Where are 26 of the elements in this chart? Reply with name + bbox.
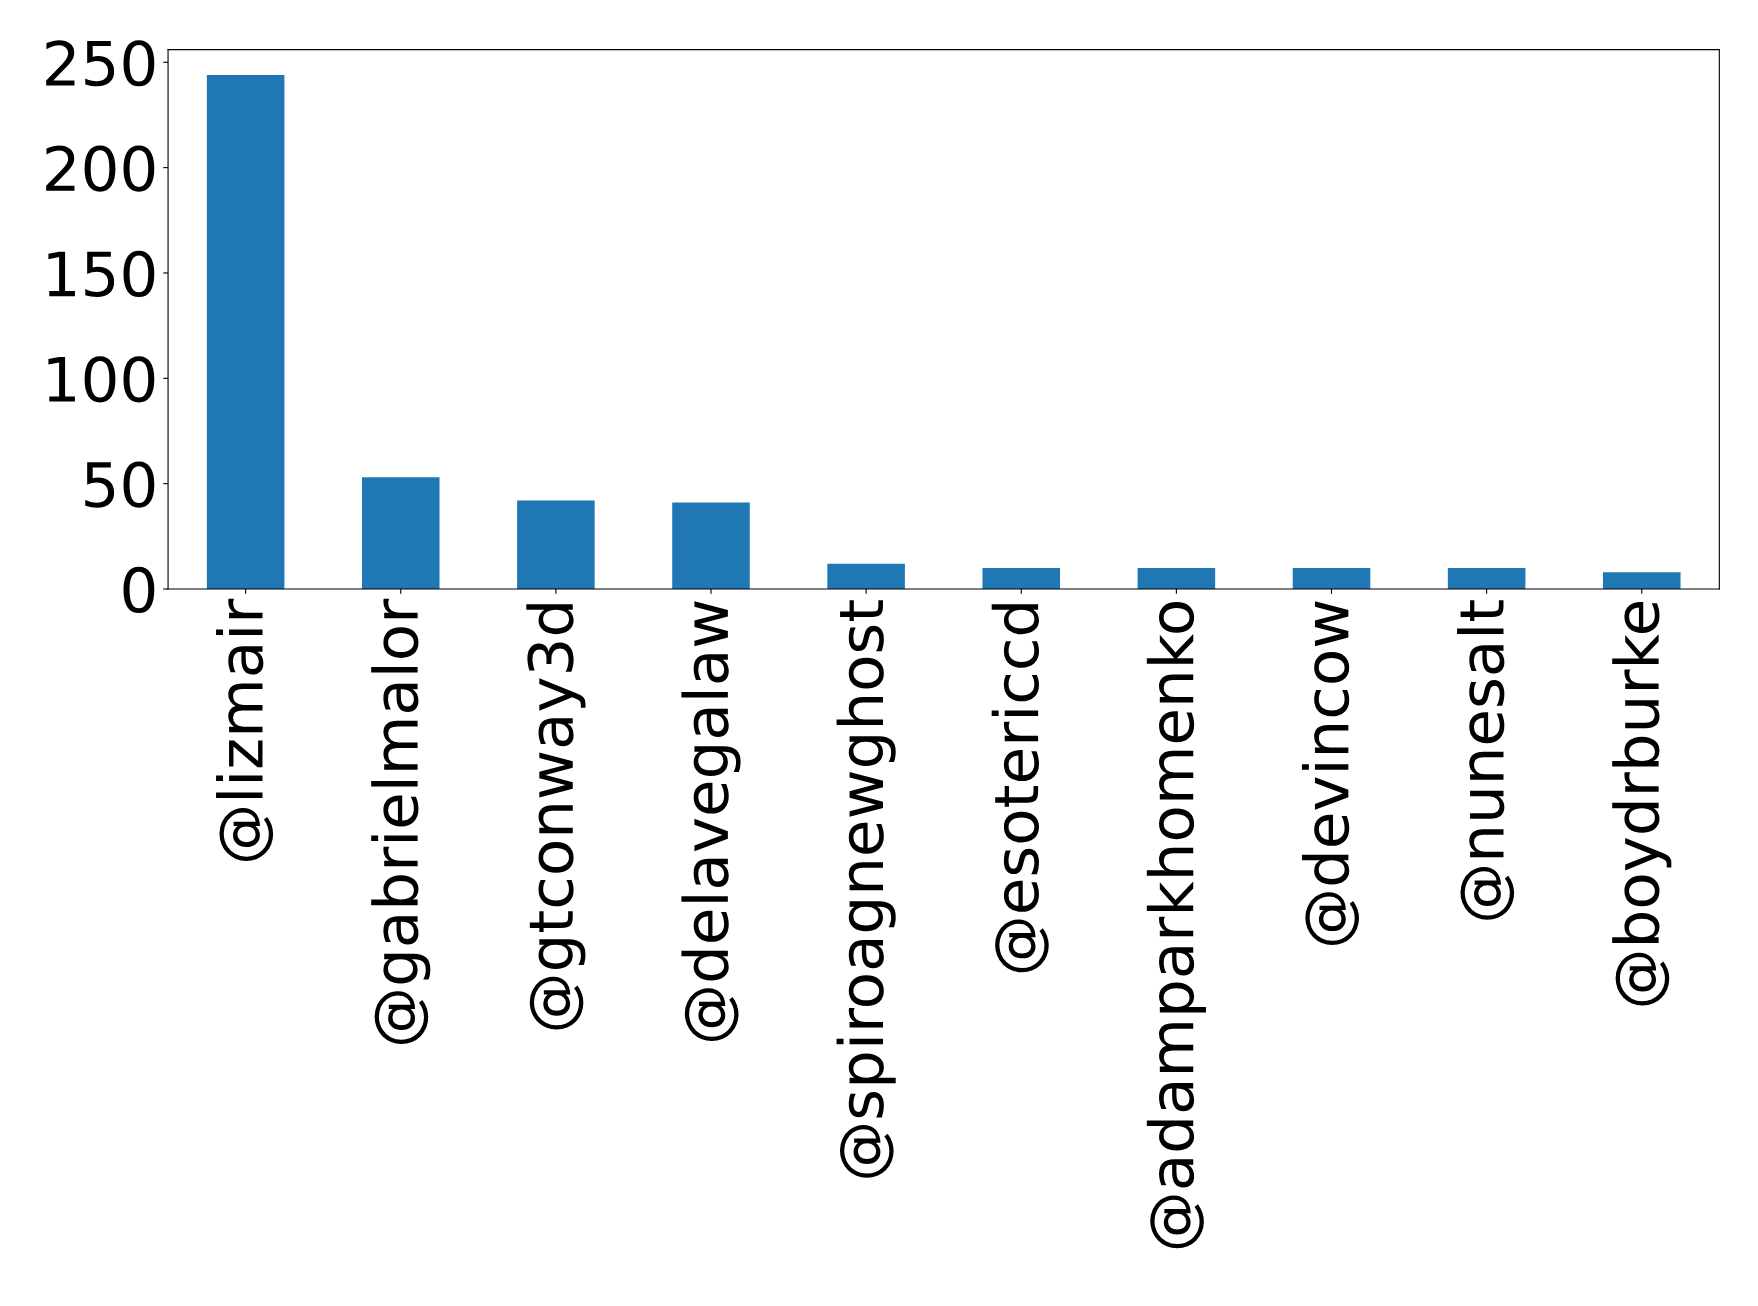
x-tick-label: @nunesalt <box>1457 600 1515 920</box>
x-tick-label: @devincow <box>1301 601 1359 946</box>
x-tick-label: @gtconway3d <box>526 604 586 1030</box>
bar <box>206 74 285 590</box>
x-tick-label: @delavegalaw <box>681 601 741 1042</box>
y-tick-label: 50 <box>85 461 155 508</box>
bar <box>1447 567 1526 590</box>
x-tick-label: @lizmair <box>216 598 274 861</box>
y-tick-label: 150 <box>48 250 155 298</box>
bar <box>361 477 440 590</box>
x-tick-label: @spiroagnewghost <box>836 600 896 1178</box>
x-tick-label: @adamparkhomenko <box>1146 602 1206 1249</box>
x-tick-label: @gabrielmalor <box>371 598 431 1044</box>
y-tick-label: 0 <box>123 566 155 614</box>
bar <box>827 563 905 590</box>
x-tick-label: @boydrburke <box>1612 602 1672 1006</box>
y-tick-label: 250 <box>46 40 155 87</box>
bar <box>1137 567 1216 590</box>
bar <box>517 500 595 590</box>
bar <box>1602 572 1681 590</box>
bar <box>1292 567 1371 590</box>
bar <box>672 502 750 590</box>
x-tick-label: @esotericcd <box>991 604 1049 973</box>
y-tick-label: 100 <box>48 356 155 403</box>
bar <box>982 567 1061 590</box>
y-tick-label: 200 <box>46 145 155 192</box>
